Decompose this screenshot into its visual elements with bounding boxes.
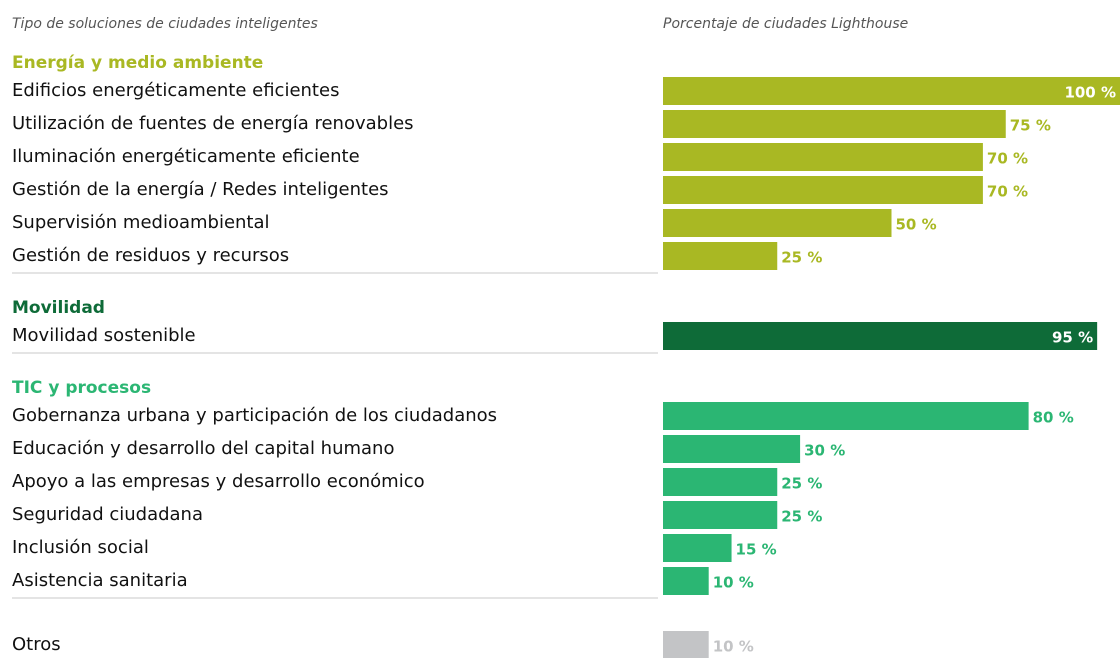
category-label: Movilidad sostenible <box>12 325 196 346</box>
bar <box>663 322 1098 350</box>
category-label: Gestión de la energía / Redes inteligent… <box>12 179 389 200</box>
category-label: Inclusión social <box>12 537 149 558</box>
category-label: Iluminación energéticamente eficiente <box>12 146 360 167</box>
category-label: Seguridad ciudadana <box>12 504 203 525</box>
bar <box>663 77 1120 105</box>
group-heading: Energía y medio ambiente <box>12 53 263 73</box>
y-axis-label: Tipo de soluciones de ciudades inteligen… <box>12 16 318 32</box>
bar <box>663 435 801 463</box>
bar <box>663 567 709 595</box>
bar <box>663 110 1006 138</box>
category-label: Gestión de residuos y recursos <box>12 245 289 266</box>
bar <box>663 402 1029 430</box>
bar <box>663 143 983 171</box>
bar <box>663 468 778 496</box>
bar <box>663 631 709 658</box>
value-label: 15 % <box>736 541 777 559</box>
group-heading: TIC y procesos <box>12 378 151 398</box>
value-label: 25 % <box>781 475 822 493</box>
value-label: 100 % <box>1064 84 1116 102</box>
category-label: Educación y desarrollo del capital human… <box>12 438 394 459</box>
value-label: 10 % <box>713 574 754 592</box>
category-label: Asistencia sanitaria <box>12 570 188 591</box>
bar <box>663 242 778 270</box>
category-label: Utilización de fuentes de energía renova… <box>12 113 414 134</box>
category-label: Apoyo a las empresas y desarrollo económ… <box>12 471 425 492</box>
value-label: 70 % <box>987 183 1028 201</box>
value-label: 50 % <box>896 216 937 234</box>
category-label: Gobernanza urbana y participación de los… <box>12 405 497 426</box>
value-label: 30 % <box>804 442 845 460</box>
value-label: 70 % <box>987 150 1028 168</box>
bar <box>663 209 892 237</box>
category-label: Supervisión medioambiental <box>12 212 270 233</box>
value-label: 80 % <box>1033 409 1074 427</box>
value-label: 25 % <box>781 249 822 267</box>
bar <box>663 176 983 204</box>
value-label: 95 % <box>1052 329 1093 347</box>
x-axis-label: Porcentaje de ciudades Lighthouse <box>663 16 908 32</box>
value-label: 25 % <box>781 508 822 526</box>
bar <box>663 534 732 562</box>
category-label: Otros <box>12 634 61 655</box>
group-heading: Movilidad <box>12 298 105 318</box>
value-label: 75 % <box>1010 117 1051 135</box>
category-label: Edificios energéticamente eficientes <box>12 80 339 101</box>
value-label: 10 % <box>713 638 754 656</box>
bar <box>663 501 778 529</box>
